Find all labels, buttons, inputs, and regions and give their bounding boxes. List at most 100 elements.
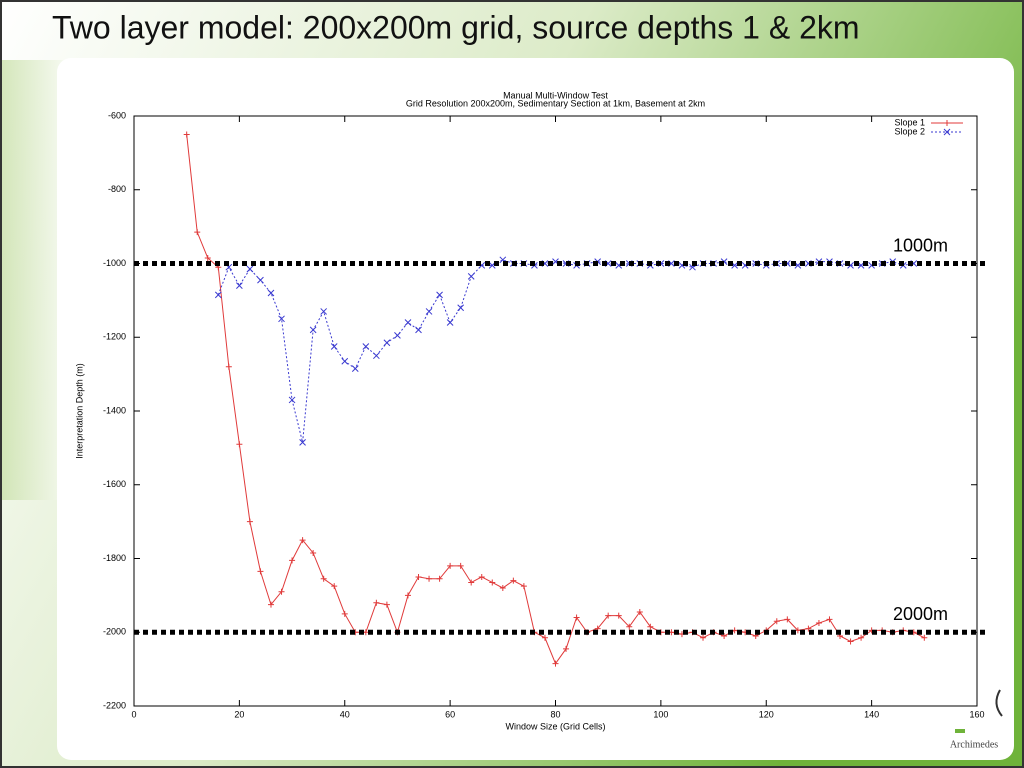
- point: [457, 304, 465, 312]
- x-tick-label: 140: [864, 709, 879, 719]
- point: [278, 315, 285, 323]
- point: [373, 352, 380, 360]
- point: [457, 562, 464, 569]
- slide-title: Two layer model: 200x200m grid, source d…: [52, 9, 860, 45]
- content-panel: [57, 58, 1014, 760]
- point: [510, 577, 517, 584]
- point: [721, 632, 728, 639]
- y-tick-label: -1400: [103, 405, 126, 415]
- y-tick-label: -1000: [103, 258, 126, 268]
- point: [446, 319, 454, 326]
- point: [330, 343, 338, 350]
- y-tick-label: -2200: [103, 700, 126, 710]
- x-tick-label: 60: [445, 709, 455, 719]
- point: [784, 616, 791, 623]
- logo-mark: [995, 689, 1003, 717]
- reference-label: 2000m: [893, 604, 948, 624]
- point: [267, 601, 274, 608]
- point: [815, 620, 822, 627]
- point: [341, 610, 348, 617]
- x-tick-label: 80: [550, 709, 560, 719]
- point: [299, 438, 306, 446]
- point: [362, 343, 370, 350]
- point: [309, 326, 317, 334]
- point: [288, 396, 296, 404]
- point: [499, 585, 506, 591]
- point: [183, 131, 190, 138]
- point: [394, 332, 401, 339]
- point: [351, 365, 359, 372]
- point: [552, 660, 559, 667]
- point: [225, 363, 232, 370]
- chart-title: Manual Multi-Window Test: [503, 90, 608, 100]
- point: [267, 289, 275, 297]
- y-tick-label: -1800: [103, 553, 126, 563]
- point: [425, 308, 433, 315]
- x-tick-label: 40: [340, 709, 350, 719]
- point: [257, 276, 264, 284]
- point: [700, 634, 707, 641]
- point: [605, 612, 612, 619]
- legend-marker: [943, 128, 951, 136]
- point: [257, 568, 264, 575]
- point: [341, 357, 349, 365]
- point: [626, 623, 633, 630]
- point: [615, 612, 622, 619]
- point: [310, 549, 317, 556]
- y-tick-label: -800: [108, 184, 126, 194]
- chart-subtitle: Grid Resolution 200x200m, Sedimentary Se…: [406, 98, 705, 108]
- point: [436, 575, 443, 582]
- x-tick-label: 160: [969, 709, 984, 719]
- point: [468, 579, 475, 586]
- point: [289, 557, 296, 564]
- point: [214, 291, 222, 299]
- point: [246, 518, 253, 525]
- point: [236, 441, 243, 448]
- y-tick-label: -600: [108, 110, 126, 120]
- x-axis-label: Window Size (Grid Cells): [505, 721, 605, 731]
- point: [194, 229, 201, 236]
- point: [331, 583, 338, 590]
- point: [404, 319, 412, 326]
- point: [847, 638, 854, 645]
- point: [563, 645, 570, 652]
- logo-text: Archimedes: [950, 739, 998, 750]
- point: [404, 592, 411, 599]
- point: [204, 254, 211, 261]
- x-tick-label: 100: [653, 709, 668, 719]
- point: [415, 326, 422, 334]
- point: [320, 575, 327, 582]
- point: [373, 599, 380, 606]
- point: [636, 608, 643, 615]
- point: [383, 601, 390, 608]
- point: [921, 634, 928, 641]
- point: [278, 588, 285, 595]
- y-tick-label: -1200: [103, 332, 126, 342]
- point: [520, 583, 527, 590]
- point: [299, 537, 306, 544]
- point: [467, 273, 475, 280]
- x-tick-label: 20: [234, 709, 244, 719]
- point: [773, 618, 780, 625]
- point: [826, 616, 833, 623]
- point: [478, 573, 485, 580]
- point: [246, 265, 254, 273]
- point: [573, 614, 580, 621]
- point: [383, 339, 391, 347]
- point: [447, 562, 454, 569]
- logo-bar: [955, 729, 965, 733]
- point: [858, 634, 865, 641]
- legend-label: Slope 1: [894, 117, 925, 127]
- point: [805, 625, 812, 632]
- y-tick-label: -2000: [103, 627, 126, 637]
- point: [541, 634, 548, 641]
- y-axis-label: Interpretation Depth (m): [74, 363, 84, 459]
- point: [426, 575, 433, 582]
- x-tick-label: 0: [131, 709, 136, 719]
- point: [647, 623, 654, 630]
- point: [489, 579, 496, 586]
- point: [436, 291, 443, 299]
